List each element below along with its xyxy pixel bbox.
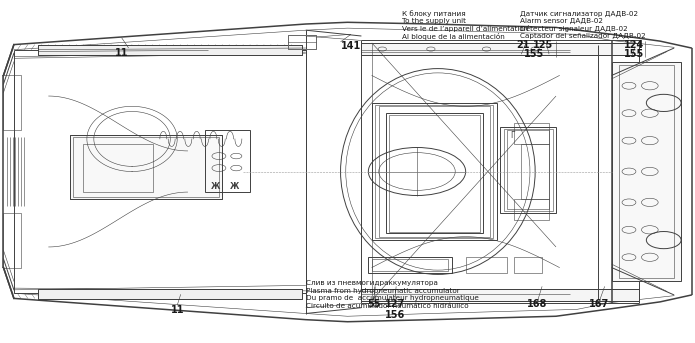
Bar (379, 106, 490, 237)
Text: К блоку питания: К блоку питания (402, 10, 466, 17)
Text: Ж: Ж (211, 182, 220, 191)
Text: Слив из пневмогидраккумулятора: Слив из пневмогидраккумулятора (306, 280, 438, 286)
Bar (514, 199, 549, 220)
Text: To the supply unit: To the supply unit (402, 18, 466, 24)
Bar (500, 127, 556, 213)
Bar (205, 130, 250, 192)
Text: Du pramo de  accumulateur hydropneumatique: Du pramo de accumulateur hydropneumatiqu… (306, 295, 479, 301)
Bar (83, 144, 153, 192)
Bar (466, 257, 507, 273)
Bar (361, 43, 639, 55)
Text: 155: 155 (524, 49, 545, 59)
Bar (514, 123, 549, 144)
Bar (372, 259, 448, 271)
Text: Détecteur signaleur ДАДВ-02: Détecteur signaleur ДАДВ-02 (520, 25, 628, 32)
Bar (288, 35, 316, 49)
Bar (70, 135, 222, 199)
Bar (612, 62, 681, 281)
Text: 21: 21 (516, 39, 530, 50)
Bar (38, 45, 302, 55)
Text: 11: 11 (115, 48, 129, 58)
Bar (389, 115, 480, 232)
Bar (619, 65, 674, 278)
Text: 141: 141 (341, 41, 361, 51)
Bar (288, 35, 316, 49)
Text: Alarm sensor ДАДВ-02: Alarm sensor ДАДВ-02 (520, 18, 603, 24)
Bar (368, 257, 452, 273)
Bar (3, 213, 21, 268)
Text: 125: 125 (533, 39, 554, 50)
Text: 168: 168 (527, 299, 548, 309)
Text: Ж: Ж (230, 182, 240, 191)
Bar (73, 137, 219, 197)
Text: Датчик сигнализатор ДАДВ-02: Датчик сигнализатор ДАДВ-02 (520, 11, 638, 17)
Text: Captador del señalizador ДАДВ-02: Captador del señalizador ДАДВ-02 (520, 33, 646, 39)
Bar (3, 75, 21, 130)
Text: 124: 124 (624, 39, 645, 50)
Bar (386, 113, 483, 233)
Text: Circuito de acumulador neumático hidráulico: Circuito de acumulador neumático hidrául… (306, 303, 468, 309)
Bar (521, 144, 549, 199)
Bar (38, 45, 302, 55)
Bar (375, 105, 493, 238)
Bar (38, 289, 302, 299)
Bar (38, 289, 302, 299)
Text: Г: Г (510, 131, 514, 140)
Text: 127: 127 (384, 299, 405, 309)
Text: 167: 167 (589, 299, 610, 309)
Bar (372, 103, 497, 240)
Text: Al bloque de la alimentación: Al bloque de la alimentación (402, 33, 505, 40)
Text: Plasma from hydropneumatic accumulator: Plasma from hydropneumatic accumulator (306, 287, 459, 294)
Text: 11: 11 (170, 305, 184, 316)
Bar (70, 135, 222, 199)
Bar (514, 257, 542, 273)
Bar (504, 129, 553, 211)
Bar (361, 43, 639, 55)
Bar (507, 130, 549, 209)
Text: 55: 55 (367, 299, 381, 309)
Text: 155: 155 (624, 49, 645, 59)
Text: Vers le de l’appareil d’alimentation: Vers le de l’appareil d’alimentation (402, 26, 528, 32)
Bar (361, 289, 639, 301)
Bar (361, 289, 639, 301)
Text: 156: 156 (384, 310, 405, 320)
